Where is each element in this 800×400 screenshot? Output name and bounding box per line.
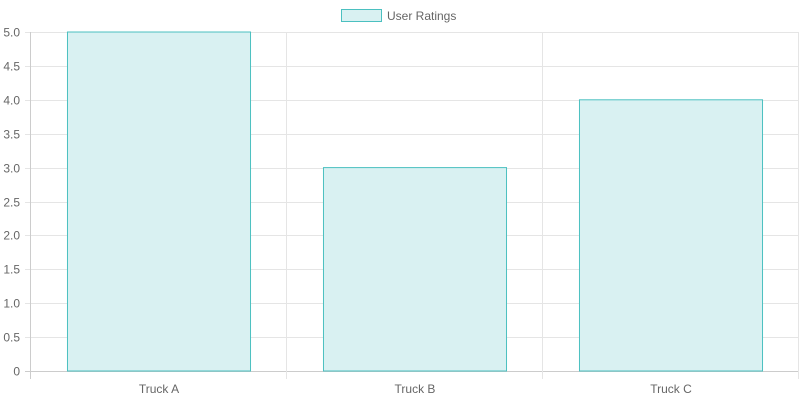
y-tick-label: 1.0 [3,297,20,311]
x-axis-ticks: Truck A Truck B Truck C [139,382,692,396]
bar-truck-c[interactable] [578,99,764,372]
bar-truck-b[interactable] [322,167,508,372]
y-tick-label: 5.0 [3,26,20,40]
legend-swatch-user-ratings[interactable] [341,9,382,22]
legend[interactable]: User Ratings [341,9,457,23]
x-tick-label: Truck B [395,382,436,396]
y-tick-label: 4.0 [3,94,20,108]
bars [66,31,764,372]
x-tick-label: Truck A [139,382,179,396]
y-tick-label: 0 [13,365,20,379]
y-tick-label: 4.5 [3,60,20,74]
y-tick-label: 3.5 [3,128,20,142]
y-tick-label: 0.5 [3,331,20,345]
legend-label-user-ratings[interactable]: User Ratings [387,9,456,23]
bar-truck-a[interactable] [66,31,252,372]
y-tick-label: 3.0 [3,162,20,176]
y-tick-label: 1.5 [3,263,20,277]
y-tick-label: 2.0 [3,229,20,243]
y-tick-label: 2.5 [3,196,20,210]
x-tick-label: Truck C [650,382,692,396]
y-axis-ticks: 0 0.5 1.0 1.5 2.0 2.5 3.0 3.5 4.0 4.5 5.0 [3,26,20,379]
